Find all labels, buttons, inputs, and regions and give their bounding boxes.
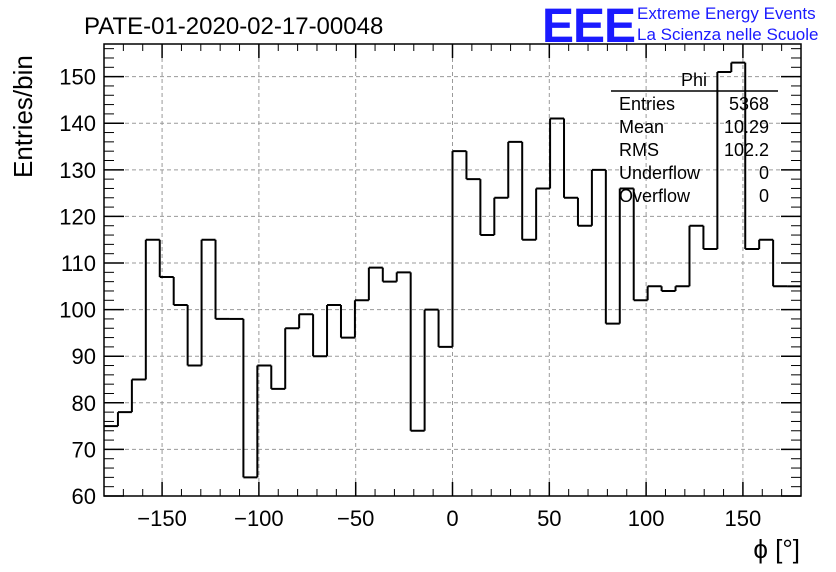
histogram-bin: [353, 299, 369, 338]
y-tick-label: 60: [72, 484, 96, 509]
histogram-bin: [256, 364, 272, 478]
x-axis-label: ϕ [°]: [753, 534, 800, 564]
stats-value: 10.29: [724, 117, 769, 137]
histogram-bin: [535, 187, 551, 240]
histogram-bin: [312, 314, 328, 358]
histogram-bin: [242, 318, 258, 479]
histogram-bin: [451, 150, 467, 347]
histogram-bin: [200, 238, 216, 366]
histogram-bin: [772, 239, 788, 288]
histogram-bin: [576, 197, 592, 227]
y-tick-label: 110: [61, 251, 96, 276]
histogram-bin: [590, 168, 606, 226]
histogram-bin: [144, 238, 160, 380]
stats-value: 0: [759, 186, 769, 206]
histogram-bin: [632, 188, 648, 302]
histogram-bin: [437, 309, 453, 348]
histogram-bin: [660, 286, 676, 292]
stats-label: RMS: [619, 140, 659, 160]
y-tick-label: 130: [59, 158, 96, 183]
histogram-bin: [214, 239, 230, 320]
y-tick-label: 90: [72, 344, 96, 369]
axis-ticks: [103, 44, 802, 497]
histogram-bin: [298, 313, 314, 329]
y-tick-labels: 60 70 80 90 100 110 120 130 140 150: [59, 65, 96, 509]
histogram-bin: [563, 118, 578, 199]
x-tick-label: −150: [137, 506, 187, 531]
histogram-bin: [716, 70, 732, 250]
x-tick-label: −100: [234, 506, 284, 531]
histogram-bin: [618, 187, 634, 324]
histogram-bin: [326, 303, 341, 357]
x-tick-label: 50: [537, 506, 561, 531]
histogram-bin: [702, 225, 718, 251]
brand-line-1: Extreme Energy Events: [637, 4, 816, 23]
histogram-bin: [284, 327, 300, 389]
histogram-bin: [646, 285, 662, 301]
stats-box: Phi Entries 5368 Mean 10.29 RMS 102.2 Underflo…: [611, 70, 778, 206]
histogram-bin: [730, 61, 746, 72]
stats-label: Underflow: [619, 163, 701, 183]
stats-box-name: Phi: [681, 70, 707, 90]
x-tick-label: −50: [337, 506, 374, 531]
histogram-bin: [339, 304, 355, 339]
histogram-bin: [172, 276, 188, 306]
stats-value: 0: [759, 163, 769, 183]
stats-label: Mean: [619, 117, 664, 137]
histogram-bin: [116, 411, 132, 427]
histogram-bin: [604, 169, 620, 325]
histogram-bin: [688, 224, 704, 287]
y-tick-label: 140: [59, 111, 96, 136]
stats-label: Entries: [619, 94, 675, 114]
histogram-bin: [507, 140, 523, 198]
stats-label: Overflow: [619, 186, 691, 206]
histogram-bin: [674, 285, 690, 291]
histogram-bin: [381, 267, 397, 283]
x-tick-labels: −150 −100 −50 0 50 100 150: [137, 506, 761, 531]
chart-title: PATE-01-2020-02-17-00048: [84, 13, 383, 40]
histogram-bin: [758, 238, 774, 250]
histogram-bin: [744, 62, 760, 251]
x-tick-label: 150: [725, 506, 762, 531]
histogram-bin: [186, 304, 202, 367]
histogram-bin: [423, 308, 439, 431]
y-axis-label: Entries/bin: [8, 55, 38, 178]
y-tick-label: 70: [72, 437, 96, 462]
y-tick-label: 100: [59, 298, 96, 323]
histogram-bin: [395, 271, 411, 282]
stats-rows: Entries 5368 Mean 10.29 RMS 102.2 Underflow 0 Ov…: [619, 94, 769, 206]
stats-value: 5368: [729, 94, 769, 114]
histogram-bins: [104, 61, 801, 479]
x-tick-label: 100: [628, 506, 665, 531]
histogram-bin: [409, 272, 425, 432]
histogram-bin: [549, 117, 565, 189]
histogram-bin: [367, 266, 383, 301]
histogram-bin: [130, 378, 146, 413]
histogram-bin: [158, 239, 174, 278]
x-tick-label: 0: [446, 506, 458, 531]
y-tick-label: 150: [59, 65, 96, 90]
histogram-bin: [465, 151, 481, 181]
y-tick-label: 120: [59, 204, 96, 229]
brand-line-2: La Scienza nelle Scuole: [637, 25, 818, 44]
histogram-bin: [521, 141, 537, 241]
histogram-bin: [479, 179, 495, 237]
stats-value: 102.2: [724, 140, 769, 160]
y-tick-label: 80: [72, 391, 96, 416]
histogram-bin: [270, 365, 286, 390]
histogram-bin: [493, 196, 509, 236]
